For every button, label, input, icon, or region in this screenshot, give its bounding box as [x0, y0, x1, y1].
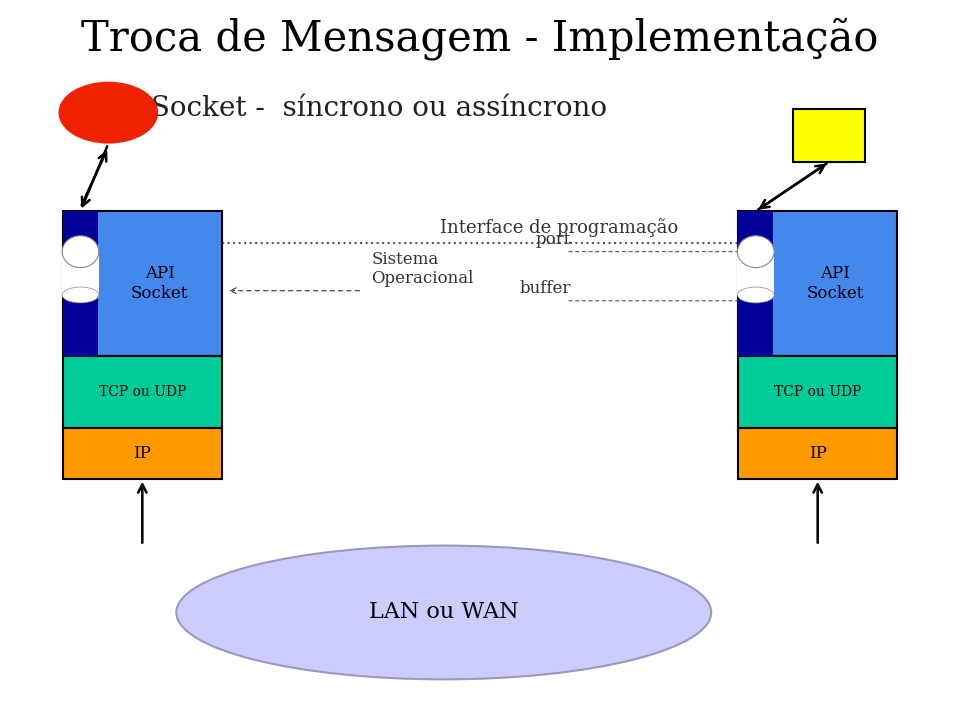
- Bar: [737, 251, 774, 295]
- Bar: [63, 211, 98, 356]
- Bar: [738, 211, 773, 356]
- Text: TCP ou UDP: TCP ou UDP: [99, 385, 186, 398]
- Bar: [738, 356, 897, 428]
- Text: API
Socket: API Socket: [806, 265, 864, 302]
- Text: Troca de Mensagem - Implementação: Troca de Mensagem - Implementação: [82, 18, 878, 60]
- Ellipse shape: [737, 287, 774, 303]
- Text: IP: IP: [808, 445, 827, 462]
- Ellipse shape: [59, 82, 158, 144]
- Bar: [793, 109, 865, 162]
- Text: buffer: buffer: [519, 280, 570, 297]
- Bar: [63, 356, 222, 428]
- Bar: [63, 211, 222, 356]
- Text: port: port: [536, 231, 570, 248]
- Ellipse shape: [737, 236, 774, 268]
- Text: API
Socket: API Socket: [132, 265, 188, 302]
- Text: Sistema
Operacional: Sistema Operacional: [372, 251, 473, 287]
- Bar: [62, 251, 99, 295]
- Text: •  Via Socket -  síncrono ou assíncrono: • Via Socket - síncrono ou assíncrono: [63, 95, 607, 122]
- Ellipse shape: [62, 287, 99, 303]
- Text: IP: IP: [133, 445, 152, 462]
- Text: Interface de programação: Interface de programação: [441, 218, 679, 237]
- Ellipse shape: [177, 546, 711, 679]
- Text: LAN ou WAN: LAN ou WAN: [369, 601, 518, 624]
- Bar: [738, 211, 897, 356]
- Ellipse shape: [62, 236, 99, 268]
- Text: TCP ou UDP: TCP ou UDP: [774, 385, 861, 398]
- Bar: [63, 428, 222, 479]
- Bar: [738, 428, 897, 479]
